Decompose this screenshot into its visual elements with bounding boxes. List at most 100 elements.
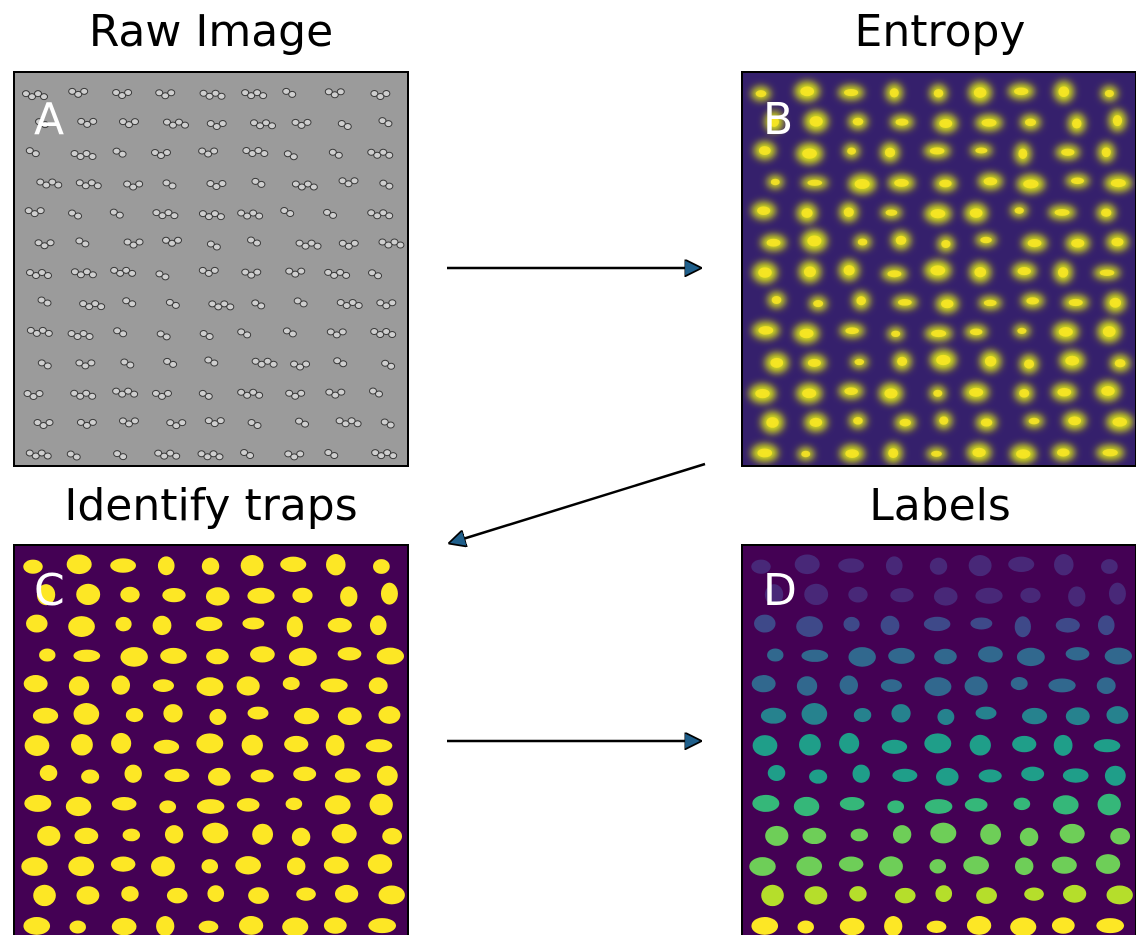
entropy-core bbox=[758, 267, 772, 277]
trap bbox=[111, 857, 136, 872]
cell bbox=[344, 124, 351, 130]
label-region bbox=[839, 733, 859, 754]
cell bbox=[385, 121, 392, 127]
entropy-core bbox=[758, 326, 773, 335]
trap bbox=[293, 767, 316, 782]
trap bbox=[160, 648, 187, 664]
label-region bbox=[965, 676, 988, 695]
cell bbox=[254, 269, 261, 275]
entropy-core bbox=[856, 296, 866, 305]
label-region bbox=[975, 588, 1002, 604]
cell bbox=[89, 272, 96, 278]
entropy-core bbox=[896, 119, 909, 126]
entropy-core bbox=[897, 357, 907, 366]
trap bbox=[328, 618, 352, 633]
cell bbox=[37, 208, 44, 214]
label-region bbox=[796, 856, 822, 876]
cell bbox=[173, 453, 180, 459]
label-region bbox=[848, 587, 867, 603]
cell bbox=[82, 241, 89, 247]
entropy-core bbox=[1071, 177, 1084, 184]
cell bbox=[303, 361, 310, 367]
trap bbox=[332, 824, 357, 844]
label-region bbox=[1054, 735, 1073, 756]
trap bbox=[73, 650, 100, 662]
cell bbox=[289, 331, 296, 337]
entropy-core bbox=[770, 358, 783, 368]
label-region bbox=[934, 649, 957, 665]
cell bbox=[339, 329, 346, 335]
trap bbox=[338, 647, 362, 660]
entropy-image bbox=[742, 72, 1136, 466]
cell bbox=[162, 274, 169, 280]
trap bbox=[286, 798, 303, 810]
entropy-core bbox=[894, 179, 909, 187]
entropy-core bbox=[844, 387, 857, 395]
trap bbox=[208, 768, 231, 786]
trap bbox=[373, 559, 390, 574]
entropy-core bbox=[1014, 88, 1028, 96]
entropy-core bbox=[855, 179, 870, 189]
label-region bbox=[1098, 615, 1115, 635]
trap bbox=[24, 675, 48, 692]
label-region bbox=[1011, 677, 1028, 690]
label-region bbox=[768, 765, 786, 781]
entropy-core bbox=[1057, 448, 1070, 456]
trap bbox=[69, 676, 89, 696]
labels-image bbox=[742, 545, 1136, 935]
entropy-core bbox=[1069, 299, 1083, 306]
cell bbox=[258, 303, 265, 309]
label-region bbox=[809, 770, 827, 784]
cell bbox=[129, 270, 136, 276]
entropy-core bbox=[888, 448, 898, 458]
cell bbox=[175, 237, 182, 243]
label-region bbox=[1096, 918, 1124, 933]
cell bbox=[351, 178, 358, 184]
trap bbox=[284, 736, 308, 752]
entropy-core bbox=[1059, 327, 1073, 337]
cell bbox=[171, 213, 178, 219]
cell bbox=[343, 272, 350, 278]
label-region bbox=[887, 800, 904, 813]
entropy-core bbox=[804, 266, 816, 277]
label-region bbox=[1101, 559, 1118, 574]
entropy-core bbox=[931, 330, 946, 337]
label-region bbox=[798, 920, 814, 933]
entropy-core bbox=[853, 118, 864, 126]
cell bbox=[169, 183, 176, 189]
entropy-core bbox=[1058, 267, 1068, 277]
trap bbox=[112, 918, 137, 935]
label-region bbox=[935, 885, 952, 902]
entropy-core bbox=[1103, 326, 1116, 337]
trap bbox=[110, 558, 136, 572]
entropy-core bbox=[802, 148, 817, 158]
trap bbox=[66, 797, 91, 816]
cell bbox=[164, 149, 171, 155]
label-region bbox=[1098, 794, 1121, 816]
label-region bbox=[849, 886, 866, 901]
entropy-core bbox=[759, 146, 771, 155]
label-region bbox=[1053, 795, 1079, 814]
label-region bbox=[930, 823, 956, 844]
trap bbox=[325, 795, 351, 814]
label-region bbox=[752, 675, 776, 692]
trap bbox=[377, 648, 404, 665]
raw-image bbox=[14, 72, 408, 466]
entropy-core bbox=[1111, 179, 1126, 187]
entropy-core bbox=[975, 147, 987, 153]
cell bbox=[44, 300, 51, 306]
cell bbox=[304, 119, 311, 125]
cell bbox=[375, 391, 382, 397]
entropy-core bbox=[1028, 239, 1042, 247]
label-region bbox=[761, 708, 786, 724]
cell bbox=[131, 119, 138, 125]
entropy-core bbox=[1101, 386, 1114, 396]
label-region bbox=[854, 708, 871, 722]
trap bbox=[382, 828, 402, 845]
label-region bbox=[795, 555, 820, 575]
cell bbox=[340, 361, 347, 367]
panel-letter: B bbox=[763, 94, 793, 145]
cell bbox=[389, 332, 396, 338]
cell bbox=[44, 273, 51, 279]
label-region bbox=[1020, 828, 1038, 846]
